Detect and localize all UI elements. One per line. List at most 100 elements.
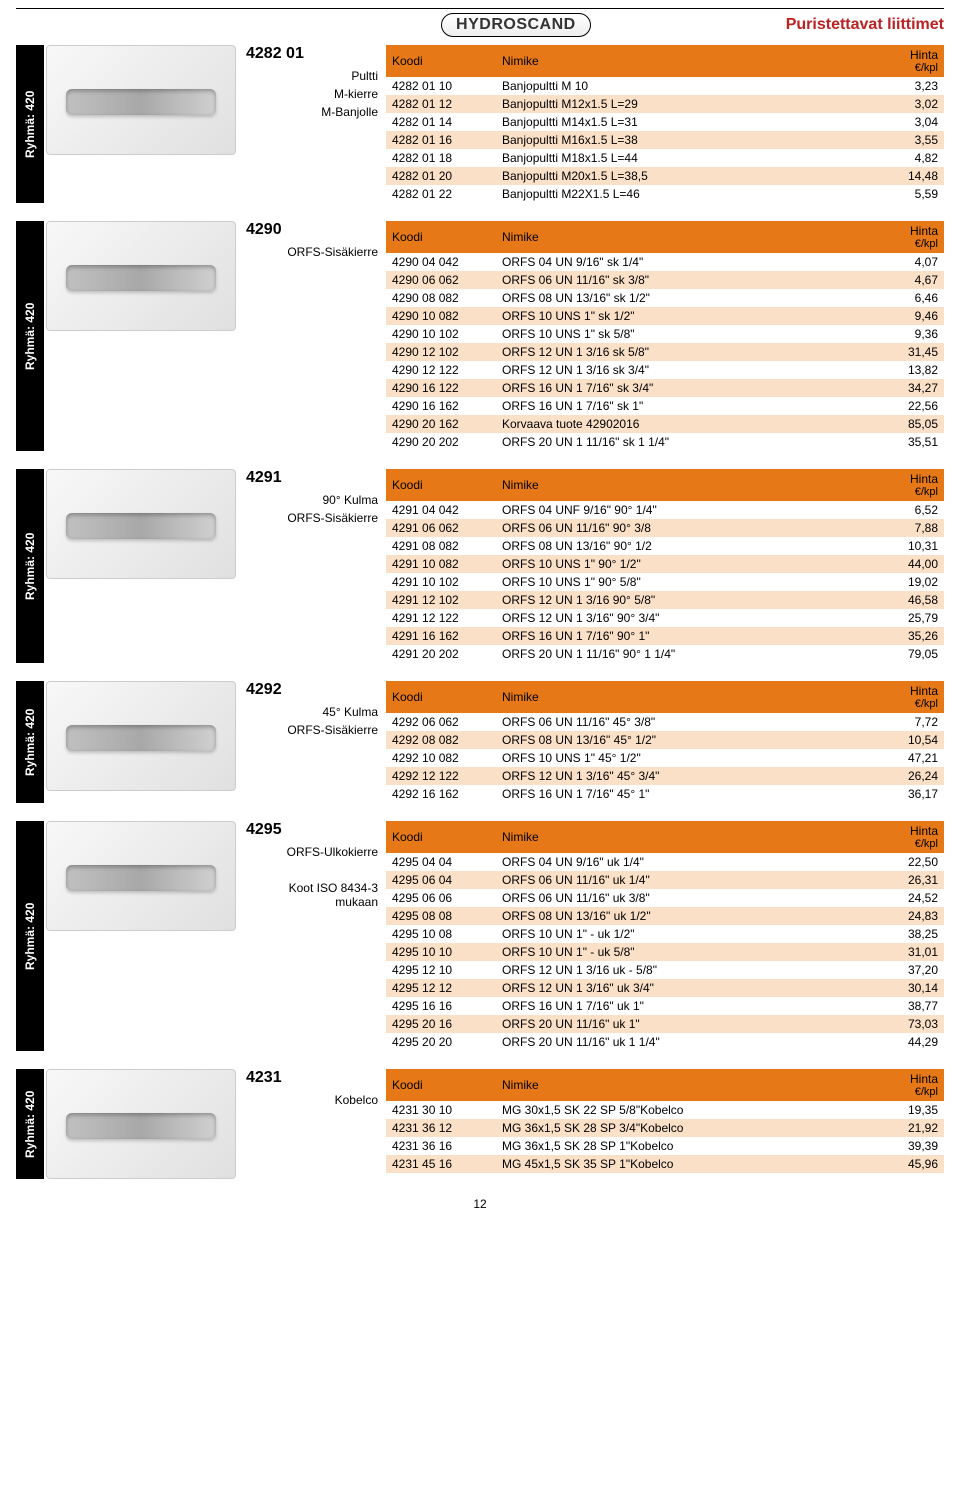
cell-nimike: Banjopultti M14x1.5 L=31 — [496, 113, 864, 131]
cell-price: 44,00 — [864, 555, 944, 573]
section-meta — [246, 861, 378, 879]
cell-nimike: Banjopultti M12x1.5 L=29 — [496, 95, 864, 113]
cell-koodi: 4282 01 14 — [386, 113, 496, 131]
cell-nimike: ORFS 10 UNS 1" 90° 5/8" — [496, 573, 864, 591]
cell-price: 10,31 — [864, 537, 944, 555]
product-image — [46, 469, 236, 579]
cell-koodi: 4292 08 082 — [386, 731, 496, 749]
product-section: Ryhmä: 4204231KobelcoKoodiNimikeHinta€/k… — [16, 1069, 944, 1179]
cell-nimike: ORFS 16 UN 1 7/16" uk 1" — [496, 997, 864, 1015]
product-image — [46, 45, 236, 155]
cell-nimike: Banjopultti M16x1.5 L=38 — [496, 131, 864, 149]
cell-koodi: 4295 12 10 — [386, 961, 496, 979]
cell-nimike: ORFS 12 UN 1 3/16 uk - 5/8" — [496, 961, 864, 979]
cell-koodi: 4295 08 08 — [386, 907, 496, 925]
cell-price: 35,26 — [864, 627, 944, 645]
cell-koodi: 4291 08 082 — [386, 537, 496, 555]
table-row: 4291 12 102ORFS 12 UN 1 3/16 90° 5/8"46,… — [386, 591, 944, 609]
cell-price: 25,79 — [864, 609, 944, 627]
group-tab: Ryhmä: 420 — [16, 45, 44, 203]
col-koodi: Koodi — [386, 1069, 496, 1101]
table-row: 4295 10 08ORFS 10 UN 1" - uk 1/2"38,25 — [386, 925, 944, 943]
cell-price: 85,05 — [864, 415, 944, 433]
cell-price: 44,29 — [864, 1033, 944, 1051]
section-meta: 45° Kulma — [246, 703, 378, 721]
table-row: 4295 20 20ORFS 20 UN 11/16" uk 1 1/4"44,… — [386, 1033, 944, 1051]
section-code: 4295 — [246, 821, 378, 839]
page-number: 12 — [16, 1197, 944, 1211]
table-row: 4295 20 16ORFS 20 UN 11/16" uk 1"73,03 — [386, 1015, 944, 1033]
table-row: 4290 08 082ORFS 08 UN 13/16" sk 1/2"6,46 — [386, 289, 944, 307]
cell-nimike: MG 30x1,5 SK 22 SP 5/8"Kobelco — [496, 1101, 864, 1119]
table-row: 4292 16 162ORFS 16 UN 1 7/16" 45° 1"36,1… — [386, 785, 944, 803]
table-row: 4295 16 16ORFS 16 UN 1 7/16" uk 1"38,77 — [386, 997, 944, 1015]
cell-price: 22,50 — [864, 853, 944, 871]
cell-koodi: 4290 20 202 — [386, 433, 496, 451]
cell-price: 4,82 — [864, 149, 944, 167]
table-row: 4290 20 162Korvaava tuote 4290201685,05 — [386, 415, 944, 433]
cell-price: 79,05 — [864, 645, 944, 663]
cell-koodi: 4295 12 12 — [386, 979, 496, 997]
cell-koodi: 4292 16 162 — [386, 785, 496, 803]
col-koodi: Koodi — [386, 681, 496, 713]
section-code: 4231 — [246, 1069, 378, 1087]
section-meta: ORFS-Ulkokierre — [246, 843, 378, 861]
table-row: 4290 10 102ORFS 10 UNS 1" sk 5/8"9,36 — [386, 325, 944, 343]
section-meta: Kobelco — [246, 1091, 378, 1109]
table-row: 4295 08 08ORFS 08 UN 13/16" uk 1/2"24,83 — [386, 907, 944, 925]
product-section: Ryhmä: 420429190° KulmaORFS-SisäkierreKo… — [16, 469, 944, 663]
section-meta: ORFS-Sisäkierre — [246, 243, 378, 261]
cell-price: 21,92 — [864, 1119, 944, 1137]
table-row: 4291 06 062ORFS 06 UN 11/16" 90° 3/87,88 — [386, 519, 944, 537]
cell-price: 19,02 — [864, 573, 944, 591]
cell-koodi: 4291 10 082 — [386, 555, 496, 573]
cell-price: 26,31 — [864, 871, 944, 889]
col-nimike: Nimike — [496, 45, 864, 77]
table-row: 4292 12 122ORFS 12 UN 1 3/16" 45° 3/4"26… — [386, 767, 944, 785]
price-table: KoodiNimikeHinta€/kpl4282 01 10Banjopult… — [386, 45, 944, 203]
cell-nimike: ORFS 06 UN 11/16" uk 3/8" — [496, 889, 864, 907]
section-code: 4291 — [246, 469, 378, 487]
table-row: 4231 36 16MG 36x1,5 SK 28 SP 1"Kobelco39… — [386, 1137, 944, 1155]
product-image — [46, 821, 236, 931]
col-hinta: Hinta€/kpl — [864, 821, 944, 853]
cell-koodi: 4295 10 08 — [386, 925, 496, 943]
cell-price: 45,96 — [864, 1155, 944, 1173]
cell-koodi: 4295 06 06 — [386, 889, 496, 907]
cell-nimike: Korvaava tuote 42902016 — [496, 415, 864, 433]
cell-koodi: 4290 08 082 — [386, 289, 496, 307]
cell-koodi: 4291 12 122 — [386, 609, 496, 627]
cell-price: 34,27 — [864, 379, 944, 397]
table-row: 4282 01 20Banjopultti M20x1.5 L=38,514,4… — [386, 167, 944, 185]
cell-price: 36,17 — [864, 785, 944, 803]
cell-nimike: ORFS 12 UN 1 3/16" uk 3/4" — [496, 979, 864, 997]
col-nimike: Nimike — [496, 469, 864, 501]
cell-koodi: 4282 01 16 — [386, 131, 496, 149]
cell-price: 19,35 — [864, 1101, 944, 1119]
col-koodi: Koodi — [386, 45, 496, 77]
cell-nimike: ORFS 16 UN 1 7/16" sk 1" — [496, 397, 864, 415]
cell-nimike: ORFS 08 UN 13/16" 45° 1/2" — [496, 731, 864, 749]
table-row: 4295 12 12ORFS 12 UN 1 3/16" uk 3/4"30,1… — [386, 979, 944, 997]
col-koodi: Koodi — [386, 221, 496, 253]
cell-koodi: 4295 20 16 — [386, 1015, 496, 1033]
cell-koodi: 4231 36 16 — [386, 1137, 496, 1155]
table-row: 4282 01 16Banjopultti M16x1.5 L=383,55 — [386, 131, 944, 149]
cell-koodi: 4290 04 042 — [386, 253, 496, 271]
cell-koodi: 4291 16 162 — [386, 627, 496, 645]
col-hinta: Hinta€/kpl — [864, 221, 944, 253]
cell-koodi: 4291 20 202 — [386, 645, 496, 663]
logo: HYDROSCAND — [441, 13, 591, 37]
table-row: 4290 04 042ORFS 04 UN 9/16" sk 1/4"4,07 — [386, 253, 944, 271]
cell-price: 13,82 — [864, 361, 944, 379]
table-row: 4282 01 22Banjopultti M22X1.5 L=465,59 — [386, 185, 944, 203]
cell-price: 30,14 — [864, 979, 944, 997]
cell-nimike: ORFS 08 UN 13/16" uk 1/2" — [496, 907, 864, 925]
cell-koodi: 4292 12 122 — [386, 767, 496, 785]
section-meta: M-Banjolle — [246, 103, 378, 121]
cell-nimike: ORFS 10 UN 1" - uk 5/8" — [496, 943, 864, 961]
cell-nimike: ORFS 04 UNF 9/16" 90° 1/4" — [496, 501, 864, 519]
col-hinta: Hinta€/kpl — [864, 45, 944, 77]
table-row: 4282 01 12Banjopultti M12x1.5 L=293,02 — [386, 95, 944, 113]
page-title: Puristettavat liittimet — [786, 16, 944, 34]
